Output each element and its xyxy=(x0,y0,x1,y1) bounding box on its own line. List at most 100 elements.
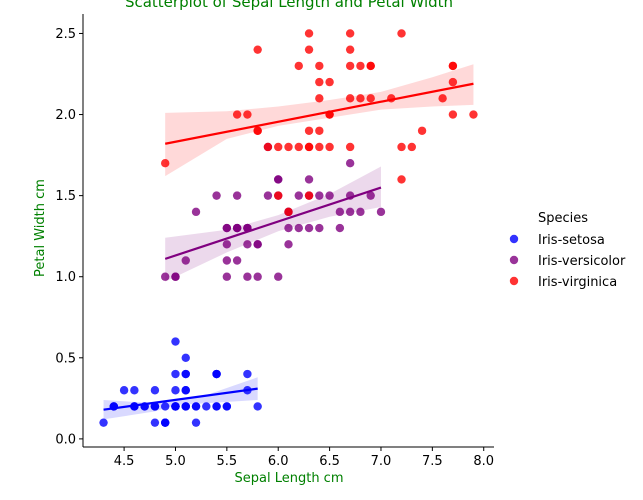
iris-virginica-point xyxy=(345,142,355,152)
iris-versicolor-point xyxy=(274,175,283,184)
iris-versicolor-point xyxy=(181,256,190,265)
iris-versicolor-point xyxy=(284,223,293,233)
iris-versicolor-regression-line xyxy=(164,186,382,260)
iris-versicolor-point xyxy=(253,240,262,249)
iris-versicolor-point xyxy=(274,272,283,281)
x-tick-label: 5.5 xyxy=(217,454,238,469)
iris-virginica-point xyxy=(284,142,293,152)
iris-virginica-legend-label: Iris-virginica xyxy=(538,275,617,290)
iris-virginica-point xyxy=(397,142,406,152)
iris-setosa-legend-marker xyxy=(509,234,519,244)
iris-setosa-point xyxy=(171,402,180,411)
iris-versicolor-point xyxy=(243,272,252,281)
iris-setosa-point xyxy=(191,418,201,427)
iris-versicolor-point xyxy=(325,191,334,200)
x-axis-ticks: 4.5 5.0 5.5 6.0 6.5 7.0 7.5 8.0 xyxy=(114,447,494,469)
x-tick-label: 8.0 xyxy=(473,454,494,469)
iris-versicolor-legend-label: Iris-versicolor xyxy=(538,254,626,269)
x-tick-label: 5.0 xyxy=(165,454,186,469)
iris-versicolor-point xyxy=(345,158,355,168)
regression-lines xyxy=(103,82,474,411)
iris-versicolor-point xyxy=(263,191,273,200)
legend-title: Species xyxy=(538,211,588,226)
iris-setosa-point xyxy=(150,402,160,411)
iris-setosa-point xyxy=(171,337,180,346)
iris-versicolor-point xyxy=(191,207,201,217)
iris-virginica-point xyxy=(274,191,283,200)
iris-versicolor-point xyxy=(222,256,232,265)
iris-versicolor-point xyxy=(222,240,232,249)
iris-virginica-point xyxy=(438,94,447,103)
iris-virginica-point xyxy=(315,77,324,87)
iris-virginica-point xyxy=(469,110,478,119)
iris-virginica-point xyxy=(356,94,365,103)
iris-virginica-point xyxy=(263,142,273,152)
iris-setosa-point xyxy=(171,386,180,395)
iris-setosa-point xyxy=(119,386,129,395)
iris-versicolor-point xyxy=(376,207,386,217)
iris-versicolor-point xyxy=(232,256,242,265)
y-tick-label: 2.0 xyxy=(55,108,76,123)
iris-setosa-point xyxy=(243,369,252,379)
iris-virginica-point xyxy=(253,45,262,54)
iris-virginica-point xyxy=(417,126,427,135)
iris-virginica-point xyxy=(304,29,314,38)
iris-setosa-point xyxy=(130,386,139,395)
iris-setosa-point xyxy=(202,402,211,411)
iris-versicolor-point xyxy=(356,207,365,217)
iris-virginica-point xyxy=(253,126,262,135)
iris-setosa-point xyxy=(161,402,170,411)
iris-virginica-point xyxy=(243,110,252,119)
x-tick-label: 7.0 xyxy=(371,454,392,469)
iris-setosa-point xyxy=(181,402,190,411)
iris-setosa-point xyxy=(181,353,190,363)
iris-virginica-point xyxy=(304,45,314,54)
legend-items: Iris-setosa Iris-versicolor Iris-virginica xyxy=(509,233,626,290)
y-tick-label: 0.0 xyxy=(55,432,76,447)
iris-versicolor-point xyxy=(335,223,345,233)
y-tick-label: 1.5 xyxy=(55,189,76,204)
iris-virginica-point xyxy=(366,61,375,71)
iris-virginica-point xyxy=(345,29,355,38)
iris-versicolor-point xyxy=(212,191,221,200)
iris-versicolor-point xyxy=(232,191,242,200)
iris-versicolor-point xyxy=(222,272,232,281)
x-tick-label: 4.5 xyxy=(114,454,135,469)
iris-virginica-legend-marker xyxy=(509,276,519,286)
iris-setosa-point xyxy=(191,402,201,411)
y-axis-ticks: 0.0 0.5 1.0 1.5 2.0 2.5 xyxy=(55,27,83,447)
iris-virginica-point xyxy=(448,110,458,119)
iris-setosa-point xyxy=(253,402,262,411)
iris-setosa-point xyxy=(150,386,160,395)
data-points xyxy=(99,29,478,427)
x-axis-title: Sepal Length cm xyxy=(235,471,344,486)
iris-virginica-point xyxy=(294,61,303,71)
y-tick-label: 2.5 xyxy=(55,27,76,42)
iris-setosa-point xyxy=(212,369,221,379)
iris-versicolor-point xyxy=(335,207,345,217)
iris-virginica-point xyxy=(232,110,242,119)
x-tick-label: 6.0 xyxy=(268,454,289,469)
y-axis-title: Petal Width cm xyxy=(33,179,48,277)
iris-virginica-point xyxy=(274,142,283,152)
iris-virginica-point xyxy=(325,142,334,152)
iris-versicolor-point xyxy=(284,240,293,249)
iris-setosa-point xyxy=(161,418,170,427)
iris-virginica-point xyxy=(304,191,314,200)
iris-virginica-point xyxy=(315,126,324,135)
iris-versicolor-point xyxy=(294,223,303,233)
iris-versicolor-point xyxy=(161,272,170,281)
legend: Species Iris-setosa Iris-versicolor Iris-v… xyxy=(509,211,626,290)
iris-versicolor-point xyxy=(243,240,252,249)
iris-virginica-point xyxy=(315,61,324,71)
iris-virginica-point xyxy=(345,45,355,54)
iris-virginica-point xyxy=(448,77,458,87)
iris-versicolor-legend-marker xyxy=(509,255,519,265)
iris-versicolor-point xyxy=(304,175,314,184)
iris-setosa-point xyxy=(181,386,190,395)
iris-versicolor-point xyxy=(345,207,355,217)
iris-virginica-point xyxy=(356,61,365,71)
y-tick-label: 0.5 xyxy=(55,351,76,366)
iris-virginica-confidence-band xyxy=(165,64,474,177)
